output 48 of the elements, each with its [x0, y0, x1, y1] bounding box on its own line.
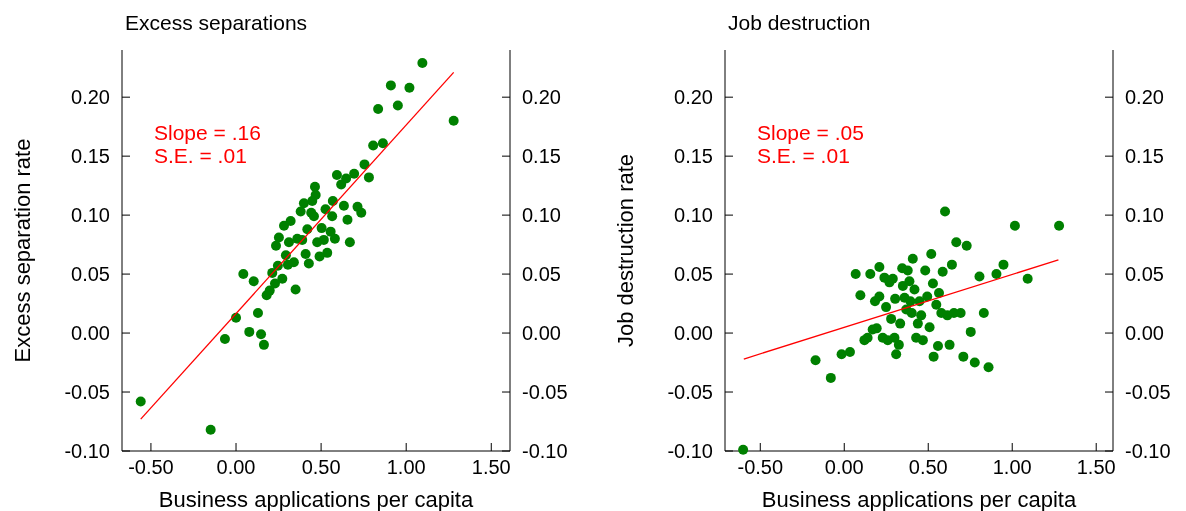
x-tick-label: 1.50: [471, 456, 511, 478]
y-tick-label: -0.05: [64, 381, 110, 404]
x-tick-label: -0.50: [128, 456, 174, 478]
x-tick-label: 1.00: [992, 456, 1032, 478]
y-tick-label: 0.10: [71, 204, 110, 227]
x-tick-label: 0.00: [216, 456, 256, 478]
x-tick-label: 1.00: [386, 456, 426, 478]
y2-tick-label: 0.15: [1125, 145, 1164, 168]
y-tick-label: 0.10: [674, 204, 713, 227]
y-tick-label: 0.20: [674, 86, 713, 109]
y-axis-title: Job destruction rate: [613, 153, 638, 348]
y2-tick-label: -0.05: [1125, 381, 1171, 404]
y2-tick-label: 0.05: [1125, 263, 1164, 286]
y2-tick-label: -0.10: [1125, 440, 1171, 462]
y-tick-label: 0.05: [71, 263, 110, 286]
y2-tick-label: -0.05: [522, 381, 568, 404]
y-tick-label: 0.15: [71, 145, 110, 168]
y-tick-label: -0.05: [667, 381, 713, 404]
y-tick-label: 0.05: [674, 263, 713, 286]
y2-tick-label: 0.20: [1125, 86, 1164, 109]
x-tick-label: 0.00: [824, 456, 864, 478]
annotation: Slope = .16: [154, 121, 261, 144]
x-tick-label: 0.50: [301, 456, 341, 478]
y2-tick-label: 0.05: [522, 263, 561, 286]
annotation: S.E. = .01: [757, 144, 850, 167]
y2-tick-label: 0.15: [522, 145, 561, 168]
y2-tick-label: 0.00: [1125, 322, 1164, 345]
y-tick-label: 0.20: [71, 86, 110, 109]
chart-title: Job destruction: [728, 11, 871, 34]
x-axis-title: Business applications per capita: [158, 487, 474, 511]
x-tick-label: -0.50: [737, 456, 784, 478]
y2-tick-label: 0.10: [1125, 204, 1164, 227]
annotation: Slope = .05: [757, 121, 864, 144]
y-tick-label: 0.00: [71, 322, 110, 345]
y2-tick-label: 0.00: [522, 322, 561, 345]
chart-title: Excess separations: [125, 11, 308, 34]
x-tick-label: 1.50: [1076, 456, 1116, 478]
y-axis-title: Excess separation rate: [10, 138, 35, 363]
y-tick-label: -0.10: [64, 440, 110, 462]
y2-tick-label: 0.10: [522, 204, 561, 227]
y2-tick-label: -0.10: [522, 440, 568, 462]
annotation: S.E. = .01: [154, 144, 247, 167]
y-tick-label: -0.10: [667, 440, 713, 462]
x-axis-title: Business applications per capita: [761, 487, 1077, 511]
y-tick-label: 0.15: [674, 145, 713, 168]
y-tick-label: 0.00: [674, 322, 713, 345]
y2-tick-label: 0.20: [522, 86, 561, 109]
x-tick-label: 0.50: [908, 456, 948, 478]
